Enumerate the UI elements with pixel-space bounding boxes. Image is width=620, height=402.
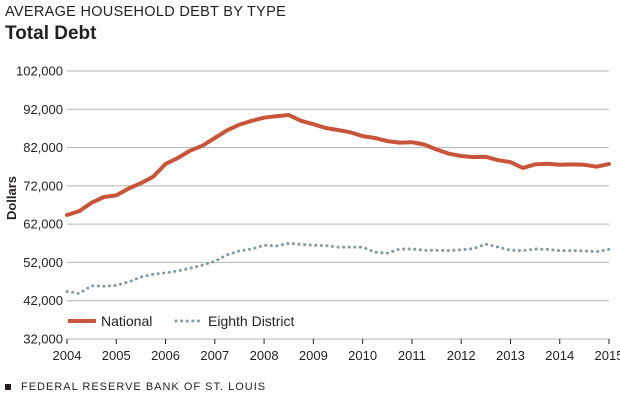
x-tick-label: 2004 [53, 348, 82, 363]
legend-national-label: National [101, 313, 152, 329]
y-axis-title: Dollars [4, 176, 19, 220]
x-tick-labels: 2004 2005 2006 2007 2008 2009 2010 2011 2012 2013… [53, 348, 620, 363]
footer-source-text: FEDERAL RESERVE BANK OF ST. LOUIS [21, 381, 267, 393]
grid-layer [66, 70, 610, 344]
y-tick-label: 82,000 [23, 140, 63, 155]
y-tick-labels: 32,000 42,000 52,000 62,000 72,000 82,000 92,0… [16, 64, 63, 347]
y-tick-label: 32,000 [23, 332, 63, 347]
y-tick-label: 92,000 [23, 102, 63, 117]
x-tick-label: 2014 [545, 348, 574, 363]
y-tick-label: 102,000 [16, 64, 63, 79]
series-layer [65, 113, 611, 295]
x-tick-label: 2015 [595, 348, 620, 363]
x-tick-label: 2005 [102, 348, 131, 363]
legend: National Eighth District [68, 313, 294, 329]
series-line-national [65, 113, 611, 217]
line-chart: 32,000 42,000 52,000 62,000 72,000 82,000 92,0… [4, 64, 620, 364]
y-tick-label: 52,000 [23, 255, 63, 270]
x-tick-label: 2011 [398, 348, 426, 363]
x-tick-label: 2006 [151, 348, 180, 363]
footer-source: FEDERAL RESERVE BANK OF ST. LOUIS [5, 381, 266, 393]
x-tick-label: 2010 [348, 348, 377, 363]
legend-eighth-district-label: Eighth District [208, 313, 294, 329]
x-tick-label: 2012 [447, 348, 476, 363]
chart-title: Total Debt [5, 23, 97, 44]
x-tick-label: 2013 [496, 348, 525, 363]
x-tick-label: 2008 [250, 348, 279, 363]
y-tick-label: 72,000 [23, 178, 63, 193]
footer-square-icon [5, 384, 11, 390]
y-tick-label: 42,000 [23, 293, 63, 308]
chart-kicker: AVERAGE HOUSEHOLD DEBT BY TYPE [5, 4, 287, 20]
x-tick-label: 2009 [299, 348, 328, 363]
series-line-eighth-district [65, 241, 611, 295]
y-tick-label: 62,000 [23, 217, 63, 232]
x-tick-label: 2007 [200, 348, 229, 363]
